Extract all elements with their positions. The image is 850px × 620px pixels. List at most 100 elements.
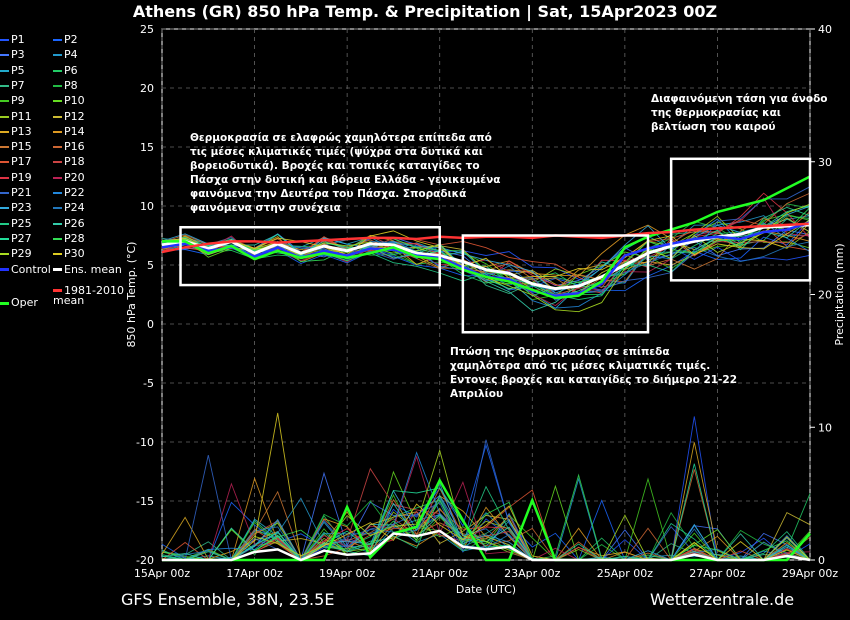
precip-oper-line	[162, 477, 811, 562]
precip-member-line	[161, 502, 811, 561]
y-tick-label: -15	[136, 495, 154, 508]
precip-member-line	[162, 412, 811, 561]
legend-label: P28	[64, 231, 85, 245]
annotation-1: Θερμοκρασία σε ελαφρώς χαμηλότερα επίπεδ…	[190, 132, 501, 214]
legend-label: P1	[11, 33, 25, 46]
precip-member-line	[161, 439, 811, 561]
legend-item: P11	[0, 110, 32, 124]
legend-label: P6	[64, 63, 78, 77]
legend-label: P18	[64, 155, 85, 169]
legend-swatch	[53, 69, 62, 72]
legend-label: Control	[11, 262, 51, 276]
legend-label: P23	[11, 201, 32, 215]
legend-item: Control	[0, 263, 51, 277]
legend-label: Oper	[11, 296, 38, 310]
legend-label: P3	[11, 48, 25, 62]
legend-item: P12	[53, 110, 85, 124]
x-tick-label: 17Apr 00z	[226, 567, 283, 580]
y-tick-label: 10	[140, 200, 154, 213]
annotation-3: Διαφαινόμενη τάση για άνοδο της θερμοκρα…	[651, 93, 828, 133]
x-tick-label: 25Apr 00z	[597, 567, 654, 580]
legend-swatch	[53, 268, 62, 271]
temp-member-line	[161, 221, 811, 292]
y2-tick-label: 20	[818, 289, 832, 302]
legend-swatch	[0, 207, 9, 210]
legend-label: P17	[11, 155, 32, 169]
x-tick-label: 27Apr 00z	[689, 567, 746, 580]
legend-swatch	[53, 176, 62, 179]
legend-swatch	[53, 192, 62, 194]
precip-mean-line	[162, 529, 811, 562]
precip-member-line	[161, 497, 811, 561]
legend-swatch	[53, 100, 62, 103]
legend-item: Ens. mean	[53, 263, 122, 277]
x-tick-label: 29Apr 00z	[782, 567, 839, 580]
legend-label: P25	[11, 216, 32, 230]
x-tick-label: 15Apr 00z	[134, 567, 191, 580]
legend-swatch	[53, 253, 62, 256]
legend-swatch	[0, 39, 9, 41]
legend-swatch	[53, 39, 62, 41]
legend-label: P19	[11, 170, 32, 184]
legend-item: P3	[0, 48, 25, 62]
legend-label: P20	[64, 170, 85, 184]
temp-member-line	[161, 206, 811, 301]
legend-label: P24	[64, 201, 85, 215]
legend-swatch	[53, 54, 62, 57]
legend-swatch	[0, 222, 9, 225]
y-tick-label: 5	[147, 259, 154, 272]
legend-label: P22	[64, 186, 85, 199]
legend-swatch	[53, 161, 62, 164]
x-tick-label: 21Apr 00z	[412, 567, 469, 580]
precip-member-line	[161, 463, 811, 561]
legend-swatch	[0, 69, 9, 72]
legend-label: P13	[11, 124, 32, 138]
legend-item: P16	[53, 140, 85, 154]
legend-item: P29	[0, 247, 32, 261]
annotation-2: Πτώση της θερμοκρασίας σε επίπεδα χαμηλό…	[450, 346, 738, 400]
legend-swatch	[0, 54, 9, 57]
legend-label: P2	[64, 33, 78, 46]
legend-item: P17	[0, 155, 32, 169]
legend-label: Ens. mean	[64, 262, 122, 276]
x-tick-label: 23Apr 00z	[504, 567, 561, 580]
y-axis-label: 850 hPa Temp. (°C)	[125, 242, 138, 348]
legend-item: P15	[0, 140, 32, 154]
legend-label: P9	[11, 94, 25, 108]
y2-axis-label: Precipitation (mm)	[833, 243, 846, 345]
legend-item: P10	[53, 94, 85, 108]
legend-item: P26	[53, 217, 85, 231]
y-tick-label: 15	[140, 141, 154, 154]
precip-member-line	[162, 455, 811, 561]
legend-swatch	[0, 192, 9, 194]
legend-label: P4	[64, 48, 78, 62]
legend-item: P18	[53, 155, 85, 169]
legend-swatch	[53, 146, 62, 149]
legend-label: P15	[11, 140, 32, 154]
legend-item: P1	[0, 33, 25, 47]
legend-item: P30	[53, 247, 85, 261]
precip-member-line	[161, 416, 811, 561]
legend-swatch	[53, 84, 62, 87]
legend-item: P13	[0, 125, 32, 139]
legend-item: P6	[53, 64, 78, 78]
precip-member-line	[162, 510, 811, 561]
y-tick-label: -10	[136, 436, 154, 449]
precip-member-line	[162, 469, 811, 562]
legend-label: P14	[64, 124, 85, 138]
legend-swatch	[0, 253, 9, 256]
legend-label: P16	[64, 140, 85, 154]
legend-item: 1981-2010 mean	[53, 285, 124, 306]
legend-label: P21	[11, 186, 32, 199]
legend-swatch	[0, 115, 9, 118]
legend-item: P14	[53, 125, 85, 139]
legend-label: P27	[11, 231, 32, 245]
legend-swatch	[0, 84, 9, 87]
y2-tick-label: 30	[818, 156, 832, 169]
legend-label: P11	[11, 109, 32, 123]
y-tick-label: 0	[147, 318, 154, 331]
legend-item: P21	[0, 186, 32, 200]
legend-label: P5	[11, 63, 25, 77]
legend-item: P8	[53, 79, 78, 93]
